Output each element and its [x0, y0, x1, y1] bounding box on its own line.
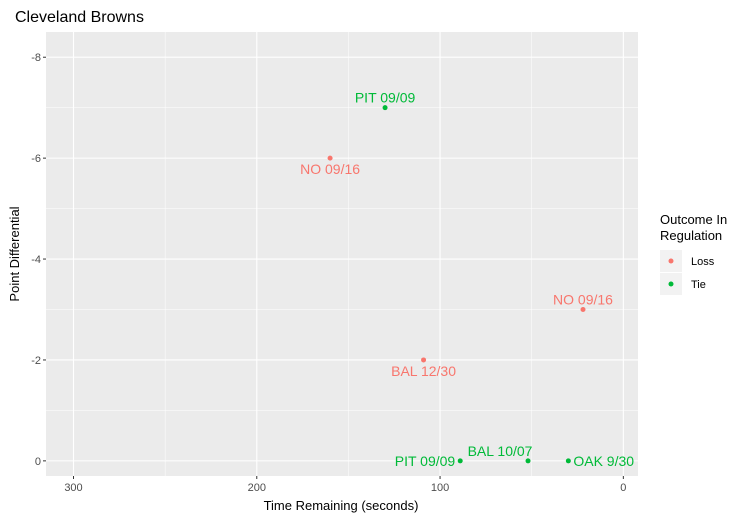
data-point [525, 458, 531, 464]
data-label: BAL 12/30 [391, 363, 456, 379]
data-point [580, 307, 586, 312]
x-tick-label: 0 [620, 482, 626, 494]
legend-label-tie: Tie [691, 279, 706, 291]
x-tick-label: 200 [248, 482, 266, 494]
y-tick-label: 0 [35, 456, 41, 468]
legend-label-loss: Loss [691, 256, 715, 268]
data-point [421, 357, 427, 363]
x-axis-title: Time Remaining (seconds) [264, 498, 419, 513]
y-axis-title: Point Differential [7, 206, 22, 301]
major-grid [46, 32, 638, 476]
y-tick-label: -2 [31, 355, 41, 367]
data-point [565, 458, 571, 464]
data-label: NO 09/16 [300, 161, 360, 177]
data-label: PIT 09/09 [355, 90, 416, 106]
chart-title: Cleveland Browns [15, 9, 144, 26]
data-point [382, 105, 388, 111]
y-tick-label: -6 [31, 153, 41, 165]
legend-title-line-1: Outcome In [660, 212, 727, 227]
plot-panel [46, 32, 638, 476]
legend-dot-tie [668, 281, 674, 287]
minor-grid [46, 32, 638, 476]
y-tick-label: -8 [31, 52, 41, 64]
data-point [327, 155, 333, 161]
data-label: PIT 09/09 [395, 453, 456, 469]
data-label: BAL 10/07 [468, 443, 533, 459]
data-label: OAK 9/30 [573, 453, 634, 469]
x-tick-label: 300 [64, 482, 82, 494]
data-labels: PIT 09/09 NO 09/16 NO 09/16 BAL 12/30 PIT 09… [300, 90, 634, 469]
legend-dot-loss [668, 258, 674, 264]
data-points [327, 105, 586, 464]
legend-title-line-2: Regulation [660, 228, 722, 243]
legend: Outcome In Regulation Loss Tie [660, 212, 727, 295]
x-tick-label: 100 [431, 482, 449, 494]
axis-ticks: 300 200 100 0 0 -2 -4 -6 -8 [31, 52, 626, 494]
data-label: NO 09/16 [553, 292, 613, 308]
y-tick-label: -4 [31, 254, 41, 266]
data-point [457, 458, 463, 464]
